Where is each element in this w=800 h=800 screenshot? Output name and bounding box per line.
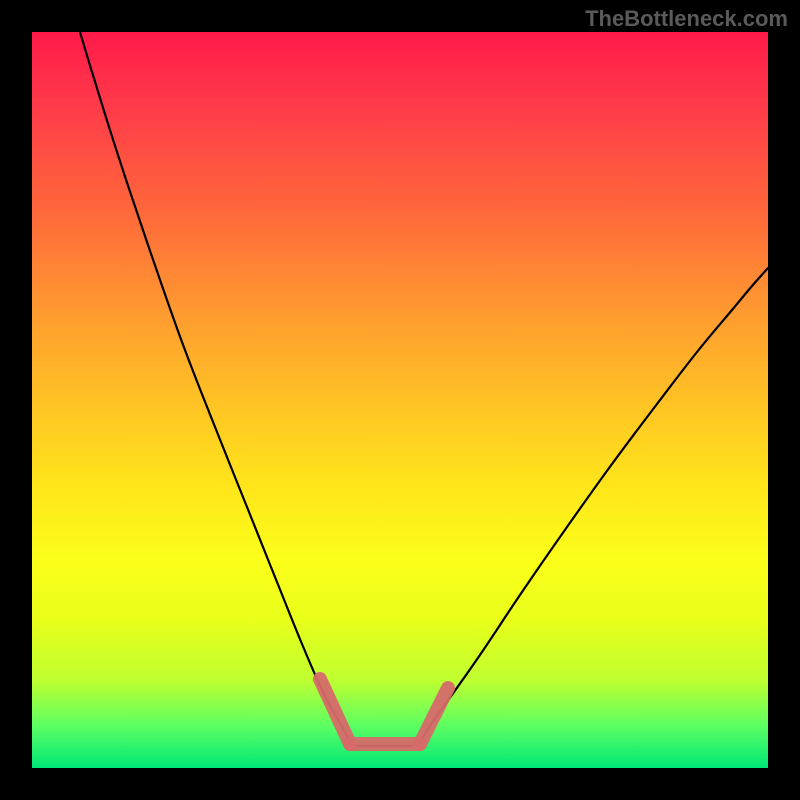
- plot-area: [32, 32, 768, 768]
- plot-svg: [32, 32, 768, 768]
- bottleneck-curve: [80, 32, 768, 746]
- highlight-left: [320, 679, 350, 744]
- highlight-right: [420, 688, 448, 744]
- watermark-text: TheBottleneck.com: [585, 6, 788, 32]
- chart-frame: TheBottleneck.com: [0, 0, 800, 800]
